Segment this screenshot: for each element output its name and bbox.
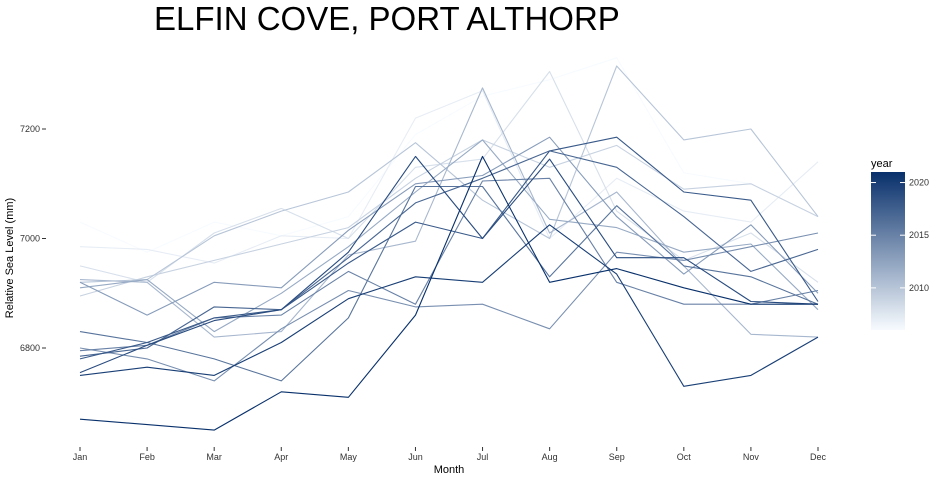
x-tick-label: Oct <box>677 452 692 462</box>
series-line-2016 <box>79 185 819 382</box>
series-line-2020 <box>79 224 819 387</box>
x-tick-label: Jan <box>73 452 88 462</box>
x-tick-label: May <box>340 452 358 462</box>
x-axis: Jan Feb Mar Apr May Jun Jul Aug Sep Oct Nov Dec <box>73 447 827 462</box>
x-tick-label: Jun <box>408 452 423 462</box>
series-line-2013 <box>79 136 819 316</box>
chart-title: ELFIN COVE, PORT ALTHORP <box>154 0 620 37</box>
series-line-2019 <box>79 155 819 374</box>
legend-tick-label: 2020 <box>909 178 929 188</box>
series-line-2018 <box>79 136 819 360</box>
series-line-2017 <box>79 150 819 357</box>
legend-tick-label: 2010 <box>909 283 929 293</box>
x-tick-label: Nov <box>743 452 760 462</box>
x-axis-title: Month <box>434 464 465 476</box>
legend-title: year <box>871 158 893 170</box>
series-line-2009 <box>79 139 819 297</box>
series-line-2007 <box>79 90 819 264</box>
y-axis-title: Relative Sea Level (mm) <box>4 198 16 318</box>
x-tick-label: Dec <box>810 452 827 462</box>
x-tick-label: Sep <box>609 452 625 462</box>
x-tick-label: Feb <box>139 452 155 462</box>
y-tick-label: 7000 <box>20 234 40 244</box>
legend-colorbar <box>871 172 905 330</box>
y-tick-label: 6800 <box>20 343 40 353</box>
plot-area <box>79 57 819 431</box>
x-tick-label: Aug <box>542 452 558 462</box>
y-tick-label: 7200 <box>20 124 40 134</box>
x-tick-label: Jul <box>477 452 489 462</box>
series-line-2015 <box>79 177 819 352</box>
x-tick-label: Mar <box>206 452 222 462</box>
series-line-2010 <box>79 65 819 283</box>
legend: year 2010 2015 2020 <box>871 158 929 330</box>
x-tick-label: Apr <box>274 452 288 462</box>
series-line-2021 <box>79 155 818 431</box>
y-axis: 6800 7000 7200 <box>20 124 46 353</box>
series-line-2014 <box>79 232 819 382</box>
series-line-2006 <box>79 57 819 253</box>
legend-tick-label: 2015 <box>909 230 929 240</box>
series-line-2011 <box>79 87 819 338</box>
